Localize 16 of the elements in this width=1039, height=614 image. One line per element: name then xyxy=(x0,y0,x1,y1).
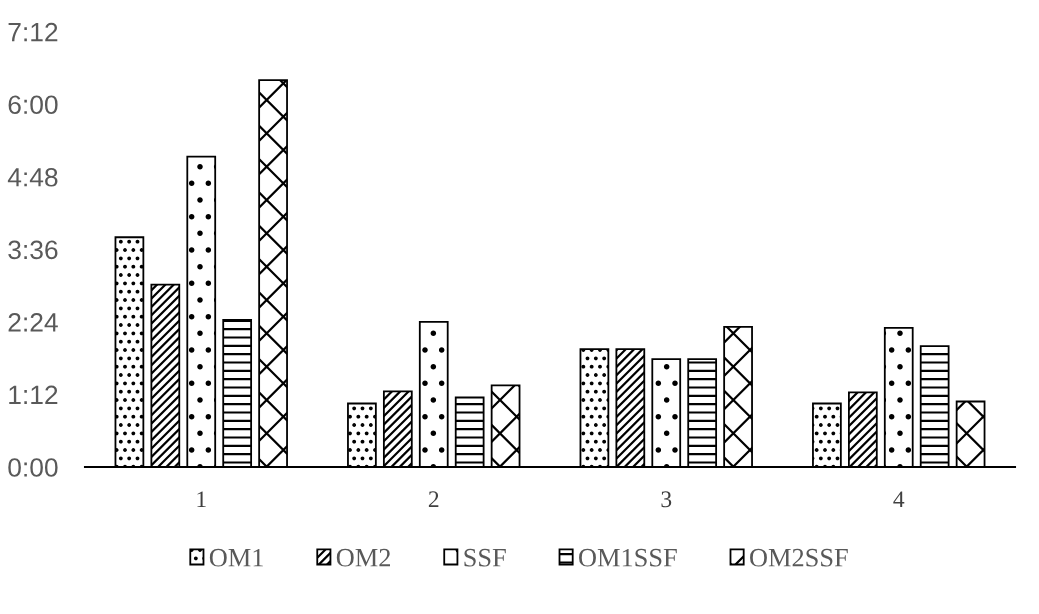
y-tick-label: 0:00 xyxy=(8,458,58,477)
y-tick-label: 2:24 xyxy=(8,313,58,332)
y-tick-label: 3:36 xyxy=(8,240,58,260)
legend-label: OM1 xyxy=(209,548,263,567)
y-tick-label: 4:48 xyxy=(7,167,58,187)
y-tick-label: 7:12 xyxy=(8,22,58,42)
legend-label: SSF xyxy=(464,548,506,567)
legend-label: OM2 xyxy=(336,548,390,567)
legend-label: OM2SSF xyxy=(750,548,848,567)
x-tick-label: 3 xyxy=(661,491,672,508)
x-tick-label: 4 xyxy=(893,491,905,507)
x-tick-label: 2 xyxy=(428,491,439,507)
x-tick-label: 1 xyxy=(197,491,206,507)
legend-label: OM1SSF xyxy=(579,548,677,567)
y-tick-label: 1:12 xyxy=(9,385,58,405)
y-tick-label: 6:00 xyxy=(8,95,58,115)
